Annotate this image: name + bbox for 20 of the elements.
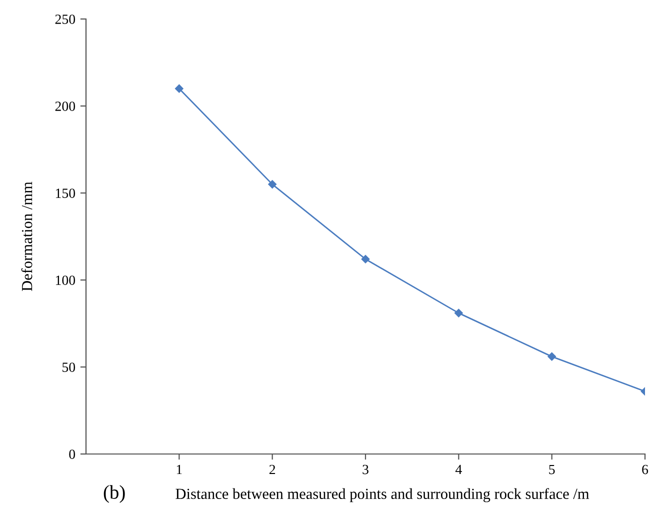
y-tick-label: 150 xyxy=(56,188,76,198)
y-axis-title: Deformation /mm xyxy=(21,182,32,292)
y-tick-label: 200 xyxy=(55,102,76,111)
y-tick-label: 0 xyxy=(69,450,76,459)
y-tick-label: 100 xyxy=(56,276,76,285)
point xyxy=(454,308,463,318)
point xyxy=(548,352,556,361)
y-tick-label: 250 xyxy=(55,14,76,24)
x-tick-label: 1 xyxy=(176,464,182,474)
point xyxy=(361,254,370,264)
x-tick-label: 6 xyxy=(642,464,648,474)
x-axis-title: Distance between measured points and surrounding rock surface /m xyxy=(176,488,590,502)
x-tick-label: 5 xyxy=(549,464,555,474)
x-tick-label: 2 xyxy=(269,464,276,474)
point xyxy=(268,180,276,188)
text: (b) xyxy=(104,485,125,503)
x-tick-label: 4 xyxy=(455,464,462,474)
x-tick-label: 3 xyxy=(362,464,368,474)
point xyxy=(175,84,184,93)
y-tick-label: 50 xyxy=(62,362,76,372)
